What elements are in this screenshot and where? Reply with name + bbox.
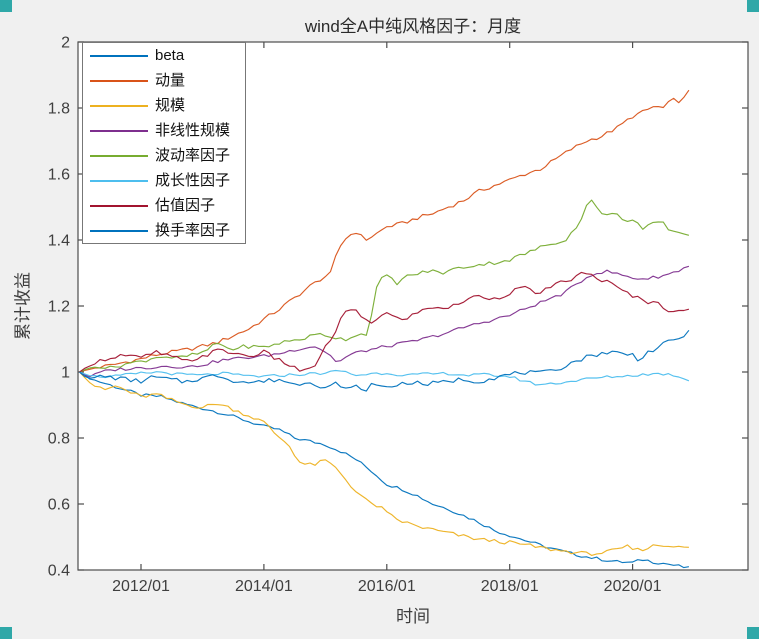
legend-label: beta [155, 47, 185, 64]
x-tick-label: 2012/01 [112, 578, 170, 595]
legend-item-beta: beta [83, 43, 245, 68]
legend-label: 动量 [155, 72, 186, 89]
selection-handle-top-right[interactable] [747, 0, 759, 12]
series-line-动量 [79, 89, 690, 373]
legend-line-swatch [90, 54, 148, 57]
series-line-规模 [79, 371, 689, 556]
legend-label: 换手率因子 [155, 222, 231, 239]
legend-label: 规模 [155, 97, 186, 114]
series-line-换手率因子 [79, 329, 690, 392]
y-tick-label: 1.8 [48, 101, 70, 118]
y-tick-label: 0.8 [48, 431, 70, 448]
series-line-beta [79, 371, 689, 569]
legend-line-swatch [90, 154, 148, 157]
legend-label: 估值因子 [155, 197, 216, 214]
legend-line-swatch [90, 79, 148, 82]
y-tick-label: 0.4 [48, 563, 70, 580]
legend-item-波动率因子: 波动率因子 [83, 143, 245, 168]
x-tick-label: 2014/01 [235, 578, 293, 595]
x-axis-label: 时间 [396, 607, 430, 626]
legend-item-换手率因子: 换手率因子 [83, 218, 245, 243]
y-tick-label: 1.6 [48, 167, 70, 184]
x-tick-label: 2018/01 [481, 578, 539, 595]
legend-line-swatch [90, 129, 148, 132]
legend-line-swatch [90, 104, 148, 107]
legend-item-动量: 动量 [83, 68, 245, 93]
y-tick-label: 1.4 [48, 233, 70, 250]
y-tick-label: 0.6 [48, 497, 70, 514]
series-line-估值因子 [79, 271, 690, 373]
y-tick-label: 1 [61, 365, 70, 382]
series-line-波动率因子 [79, 199, 690, 373]
selection-handle-bottom-right[interactable] [747, 627, 759, 639]
legend-item-非线性规模: 非线性规模 [83, 118, 245, 143]
chart-title: wind全A中纯风格因子：月度 [304, 17, 522, 36]
legend-label: 波动率因子 [155, 147, 231, 164]
legend-line-swatch [90, 229, 148, 232]
legend-item-规模: 规模 [83, 93, 245, 118]
legend-label: 成长性因子 [155, 172, 231, 189]
series-line-非线性规模 [79, 265, 690, 378]
x-tick-label: 2016/01 [358, 578, 416, 595]
y-tick-label: 1.2 [48, 299, 70, 316]
selection-handle-bottom-left[interactable] [0, 627, 12, 639]
x-tick-label: 2020/01 [604, 578, 662, 595]
series-line-成长性因子 [79, 369, 690, 386]
legend-box: beta 动量规模非线性规模波动率因子成长性因子估值因子换手率因子 [82, 42, 246, 244]
legend-item-估值因子: 估值因子 [83, 193, 245, 218]
legend-label: 非线性规模 [155, 122, 231, 139]
legend-line-swatch [90, 179, 148, 182]
axes-box [77, 41, 749, 571]
y-tick-label: 2 [61, 35, 70, 52]
selection-handle-top-left[interactable] [0, 0, 12, 12]
y-axis-label: 累计收益 [13, 272, 33, 340]
legend-line-swatch [90, 204, 148, 207]
legend-item-成长性因子: 成长性因子 [83, 168, 245, 193]
